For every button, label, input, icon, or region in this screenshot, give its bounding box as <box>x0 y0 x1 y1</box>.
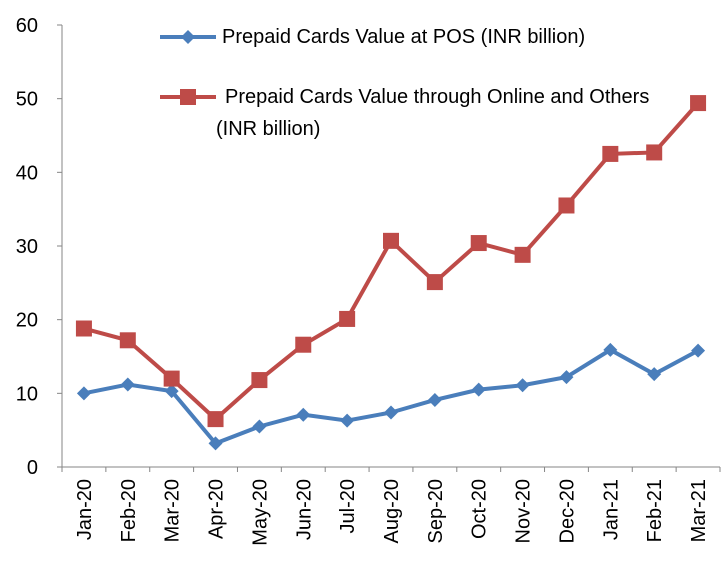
x-tick-label: Nov-20 <box>513 479 535 543</box>
data-point <box>558 197 575 214</box>
data-point <box>76 386 91 401</box>
x-tick-label: Jan-20 <box>74 479 96 540</box>
y-tick-label: 20 <box>16 310 38 332</box>
data-point <box>427 392 442 407</box>
data-point <box>471 382 486 397</box>
data-point <box>252 419 267 434</box>
data-point <box>603 342 618 357</box>
data-point <box>296 407 311 422</box>
data-point <box>208 436 223 451</box>
data-point <box>559 370 574 385</box>
y-tick-label: 0 <box>27 457 38 479</box>
data-point <box>514 246 531 263</box>
data-point <box>515 378 530 393</box>
x-tick-label: Jun-20 <box>293 479 315 540</box>
x-tick-label: Jan-21 <box>600 479 622 540</box>
legend-marker <box>181 30 195 44</box>
data-point <box>119 332 136 349</box>
data-point <box>163 370 180 387</box>
y-tick-label: 50 <box>16 89 38 111</box>
data-point <box>426 274 443 291</box>
data-point <box>602 145 619 162</box>
data-point <box>691 343 706 358</box>
x-tick-label: Feb-20 <box>118 479 140 542</box>
data-point <box>339 310 356 327</box>
x-tick-label: Oct-20 <box>469 479 491 539</box>
data-point <box>251 372 268 389</box>
y-tick-label: 30 <box>16 236 38 258</box>
x-tick-label: Dec-20 <box>556 479 578 543</box>
x-tick-label: Jul-20 <box>337 479 359 533</box>
legend-label: Prepaid Cards Value at POS (INR billion) <box>222 26 586 48</box>
series-line <box>83 347 700 446</box>
y-tick-label: 10 <box>16 383 38 405</box>
data-point <box>647 367 662 382</box>
data-point <box>646 144 663 161</box>
y-tick-label: 60 <box>16 15 38 37</box>
x-tick-label: Mar-20 <box>162 479 184 542</box>
data-point <box>340 413 355 428</box>
x-tick-label: Aug-20 <box>381 479 403 544</box>
legend-label: Prepaid Cards Value through Online and O… <box>216 86 650 140</box>
data-point <box>164 384 179 399</box>
x-tick-label: Apr-20 <box>206 479 228 539</box>
data-point <box>384 405 398 420</box>
data-point <box>690 95 707 112</box>
x-tick-label: Feb-21 <box>644 479 666 542</box>
data-point <box>470 235 487 252</box>
data-point <box>295 336 312 353</box>
data-point <box>383 232 399 249</box>
x-tick-label: Sep-20 <box>425 479 447 544</box>
legend-marker <box>180 89 196 105</box>
y-tick-label: 40 <box>16 162 38 184</box>
data-point <box>75 320 92 337</box>
x-tick-label: May-20 <box>249 479 271 546</box>
x-tick-label: Mar-21 <box>688 479 710 542</box>
data-point <box>207 411 224 428</box>
data-point <box>120 377 135 392</box>
